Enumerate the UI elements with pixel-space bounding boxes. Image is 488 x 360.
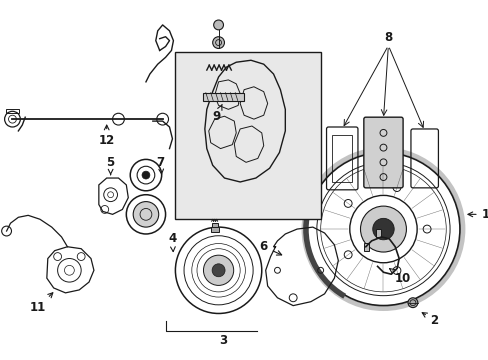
Circle shape	[392, 184, 400, 192]
Text: 3: 3	[219, 334, 227, 347]
Text: 10: 10	[389, 269, 410, 285]
Text: 11: 11	[30, 293, 53, 314]
Circle shape	[133, 202, 159, 227]
Bar	[5, 109, 20, 113]
Text: 2: 2	[421, 312, 438, 327]
Circle shape	[392, 267, 400, 274]
Text: 7: 7	[156, 156, 164, 175]
Text: 8: 8	[384, 31, 392, 44]
Bar	[203, 93, 244, 100]
Bar	[210, 227, 218, 232]
Circle shape	[212, 37, 224, 49]
Bar	[363, 243, 368, 251]
Bar	[211, 223, 217, 227]
Bar	[375, 229, 380, 237]
Circle shape	[422, 225, 430, 233]
Circle shape	[212, 264, 224, 277]
Text: 1: 1	[467, 208, 488, 221]
Circle shape	[372, 219, 393, 240]
Bar	[332, 135, 351, 182]
Circle shape	[344, 199, 351, 207]
Circle shape	[203, 255, 233, 285]
Text: 6: 6	[259, 240, 281, 255]
Text: 9: 9	[212, 104, 222, 123]
FancyBboxPatch shape	[363, 117, 402, 188]
Bar	[175, 53, 320, 219]
Text: 4: 4	[168, 233, 176, 252]
Circle shape	[213, 20, 223, 30]
Circle shape	[360, 206, 406, 252]
Text: 5: 5	[106, 156, 115, 175]
Circle shape	[142, 171, 149, 179]
Text: 12: 12	[99, 125, 115, 147]
Circle shape	[407, 298, 417, 307]
Circle shape	[344, 251, 351, 258]
